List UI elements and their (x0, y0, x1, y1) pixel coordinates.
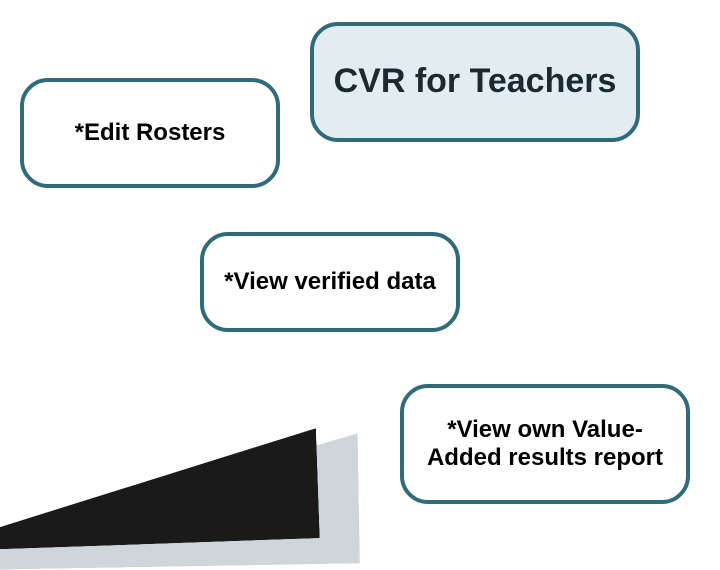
view-verified-text: *View verified data (224, 268, 436, 296)
title-text: CVR for Teachers (334, 62, 617, 101)
view-own-card: *View own Value-Added results report (400, 384, 690, 504)
decor-wedge-dark (0, 428, 320, 550)
edit-rosters-card: *Edit Rosters (20, 78, 280, 188)
edit-rosters-text: *Edit Rosters (75, 119, 226, 147)
title-card: CVR for Teachers (310, 22, 640, 142)
view-own-text: *View own Value-Added results report (422, 416, 668, 471)
view-verified-card: *View verified data (200, 232, 460, 332)
